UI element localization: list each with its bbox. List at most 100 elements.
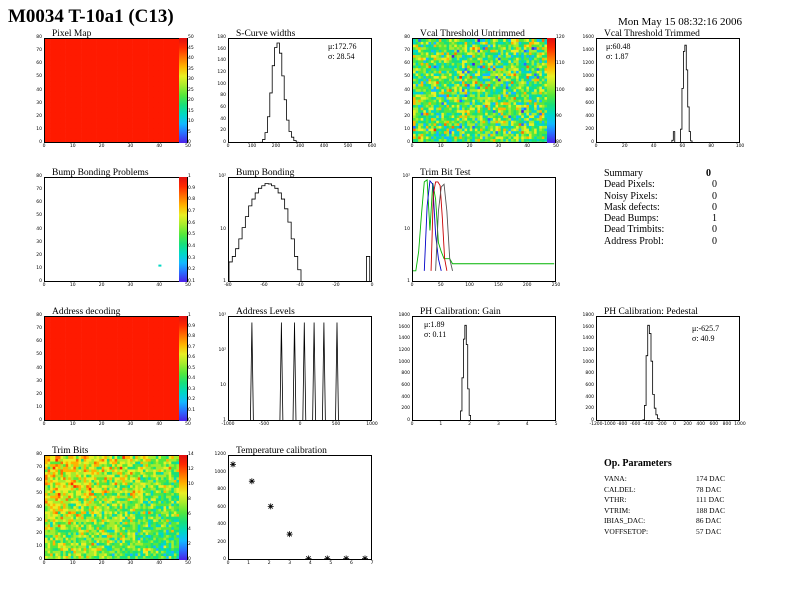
heatmap-cell xyxy=(153,369,159,376)
heatmap-cell xyxy=(510,67,514,71)
heatmap-cell xyxy=(153,542,157,546)
heatmap-cell xyxy=(78,508,82,512)
heatmap-cell xyxy=(88,540,92,543)
heatmap-cell xyxy=(81,317,87,323)
heatmap-cell xyxy=(433,39,437,42)
heatmap-cell xyxy=(52,547,56,551)
heatmap-cell xyxy=(163,128,169,134)
heatmap-cell xyxy=(482,141,486,142)
heatmap-cell xyxy=(65,338,72,344)
heatmap-cell xyxy=(99,553,102,557)
heatmap-cell xyxy=(487,99,491,103)
heatmap-cell xyxy=(423,62,427,66)
heatmap-cell xyxy=(531,86,535,90)
heatmap-cell xyxy=(544,57,548,61)
heatmap-cell xyxy=(438,67,442,71)
heatmap-cell xyxy=(163,385,169,391)
heatmap-cell xyxy=(73,484,77,488)
heatmap-cell xyxy=(55,490,59,494)
heatmap-cell xyxy=(57,469,61,473)
heatmap-cell xyxy=(106,469,110,473)
heatmap-cell xyxy=(112,516,115,520)
heatmap-cell xyxy=(99,534,102,538)
heatmap-cell xyxy=(60,542,64,546)
heatmap-cell xyxy=(425,138,429,142)
heatmap-cell xyxy=(96,60,102,66)
heatmap-cell xyxy=(472,107,476,111)
heatmap-cell xyxy=(122,547,126,551)
heatmap-cell xyxy=(117,44,123,50)
heatmap-cell xyxy=(518,70,522,74)
heatmap-cell xyxy=(168,550,172,554)
heatmap-cell xyxy=(75,364,82,370)
heatmap-cell xyxy=(132,503,136,507)
heatmap-cell xyxy=(109,492,113,496)
heatmap-cell xyxy=(467,104,470,108)
heatmap-cell xyxy=(142,547,146,551)
heatmap-cell xyxy=(176,490,180,494)
heatmap-cell xyxy=(132,81,139,87)
heatmap-cell xyxy=(513,104,517,108)
heatmap-cell xyxy=(47,540,51,543)
heatmap-cell xyxy=(75,317,82,323)
heatmap-cell xyxy=(487,96,491,100)
heatmap-cell xyxy=(112,348,118,355)
heatmap-cell xyxy=(81,471,84,475)
heatmap-cell xyxy=(112,374,118,381)
summary-label: Mask defects: xyxy=(604,201,660,213)
heatmap-cell xyxy=(57,540,61,543)
heatmap-cell xyxy=(78,526,82,530)
heatmap-cell xyxy=(63,503,66,507)
heatmap-cell xyxy=(490,96,494,100)
heatmap-cell xyxy=(158,91,164,98)
heatmap-cell xyxy=(153,348,159,355)
heatmap-cell xyxy=(418,60,422,63)
heatmap-cell xyxy=(109,529,113,533)
panel-title-bump-bonding: Bump Bonding xyxy=(236,168,295,178)
heatmap-cell xyxy=(526,46,530,50)
heatmap-cell xyxy=(130,537,133,541)
heatmap-cell xyxy=(472,75,476,79)
heatmap-cell xyxy=(166,540,169,543)
heatmap-cell xyxy=(57,484,61,488)
heatmap-cell xyxy=(521,41,525,45)
heatmap-cell xyxy=(413,54,416,58)
heatmap-cell xyxy=(541,128,545,132)
timestamp: Mon May 15 08:32:16 2006 xyxy=(618,16,743,28)
heatmap-cell xyxy=(60,469,64,473)
heatmap-cell xyxy=(539,141,543,142)
heatmap-cell xyxy=(418,41,422,45)
heatmap-cell xyxy=(168,353,175,360)
heatmap-cell xyxy=(464,102,468,105)
heatmap-cell xyxy=(63,495,66,499)
heatmap-cell xyxy=(83,477,87,480)
heatmap-cell xyxy=(132,474,136,478)
heatmap-cell xyxy=(142,524,146,528)
heatmap-cell xyxy=(472,65,476,69)
heatmap-cell xyxy=(93,495,97,499)
heatmap-cell xyxy=(168,44,175,50)
heatmap-cell xyxy=(68,508,72,512)
heatmap-cell xyxy=(438,60,442,63)
heatmap-cell xyxy=(158,492,162,496)
heatmap-cell xyxy=(137,545,141,549)
heatmap-cell xyxy=(109,495,113,499)
heatmap-cell xyxy=(68,471,72,475)
heatmap-cell xyxy=(539,109,543,113)
heatmap-cell xyxy=(449,91,452,95)
heatmap-cell xyxy=(469,115,473,119)
heatmap-cell xyxy=(425,70,429,74)
heatmap-cell xyxy=(477,102,481,105)
heatmap-cell xyxy=(443,81,447,84)
heatmap-cell xyxy=(106,364,113,370)
heatmap-cell xyxy=(536,136,540,140)
heatmap-cell xyxy=(140,519,144,522)
heatmap-cell xyxy=(93,477,97,480)
heatmap-cell xyxy=(539,107,543,111)
heatmap-cell xyxy=(96,545,100,549)
heatmap-cell xyxy=(526,60,530,63)
heatmap-cell xyxy=(498,60,501,63)
heatmap-cell xyxy=(431,41,434,45)
heatmap-cell xyxy=(418,133,422,137)
heatmap-cell xyxy=(96,540,100,543)
